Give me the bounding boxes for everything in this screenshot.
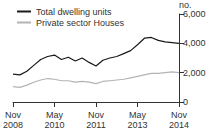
svg-text:no.: no. (179, 0, 192, 11)
svg-text:May: May (46, 110, 64, 120)
svg-text:Nov: Nov (5, 110, 22, 120)
svg-text:Nov: Nov (171, 110, 188, 120)
svg-text:0: 0 (183, 97, 188, 107)
svg-text:Nov: Nov (88, 110, 105, 120)
svg-text:2008: 2008 (3, 120, 23, 130)
svg-text:2013: 2013 (127, 120, 147, 130)
svg-text:Total dwelling units: Total dwelling units (36, 7, 112, 17)
svg-text:Private sector Houses: Private sector Houses (36, 18, 125, 28)
svg-text:2011: 2011 (86, 120, 105, 130)
svg-text:2,000: 2,000 (183, 68, 206, 78)
svg-text:6,000: 6,000 (183, 9, 206, 19)
svg-text:2010: 2010 (44, 120, 64, 130)
svg-text:4,000: 4,000 (183, 38, 206, 48)
svg-text:May: May (129, 110, 147, 120)
svg-text:2014: 2014 (169, 120, 189, 130)
